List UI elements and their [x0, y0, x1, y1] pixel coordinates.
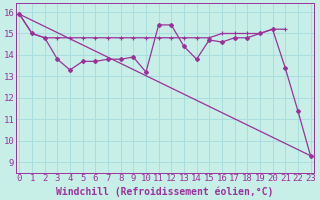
X-axis label: Windchill (Refroidissement éolien,°C): Windchill (Refroidissement éolien,°C) — [56, 186, 274, 197]
